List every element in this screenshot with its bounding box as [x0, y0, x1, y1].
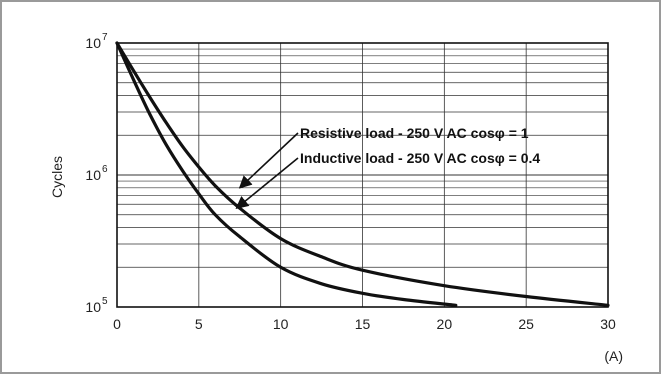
x-tick-label: 30: [600, 316, 616, 332]
axes: [116, 42, 609, 308]
x-tick-label: 25: [518, 316, 534, 332]
y-axis-label: Cycles: [49, 156, 65, 198]
y-tick-label: 10: [85, 35, 101, 51]
grid: [116, 43, 609, 308]
annotation-arrow: [235, 157, 299, 210]
y-tick-exponent: 6: [102, 164, 108, 175]
y-tick-label: 10: [85, 299, 101, 315]
annotation-arrow: [238, 132, 299, 189]
x-tick-label: 5: [195, 316, 203, 332]
annotation-inductive: Inductive load - 250 V AC cosφ = 0.4: [300, 150, 540, 166]
x-tick-label: 20: [437, 316, 453, 332]
x-tick-label: 10: [273, 316, 289, 332]
x-axis-unit-label: (A): [604, 348, 623, 364]
y-tick-label: 10: [85, 167, 101, 183]
annotations: Resistive load - 250 V AC cosφ = 1 Induct…: [235, 125, 540, 210]
x-tick-label: 0: [113, 316, 121, 332]
y-tick-exponent: 5: [102, 296, 108, 307]
series-line-inductive: [115, 41, 458, 307]
x-tick-label: 15: [355, 316, 371, 332]
plot-border: [116, 42, 609, 308]
annotation-resistive: Resistive load - 250 V AC cosφ = 1: [300, 125, 529, 141]
y-tick-exponent: 7: [102, 32, 108, 43]
